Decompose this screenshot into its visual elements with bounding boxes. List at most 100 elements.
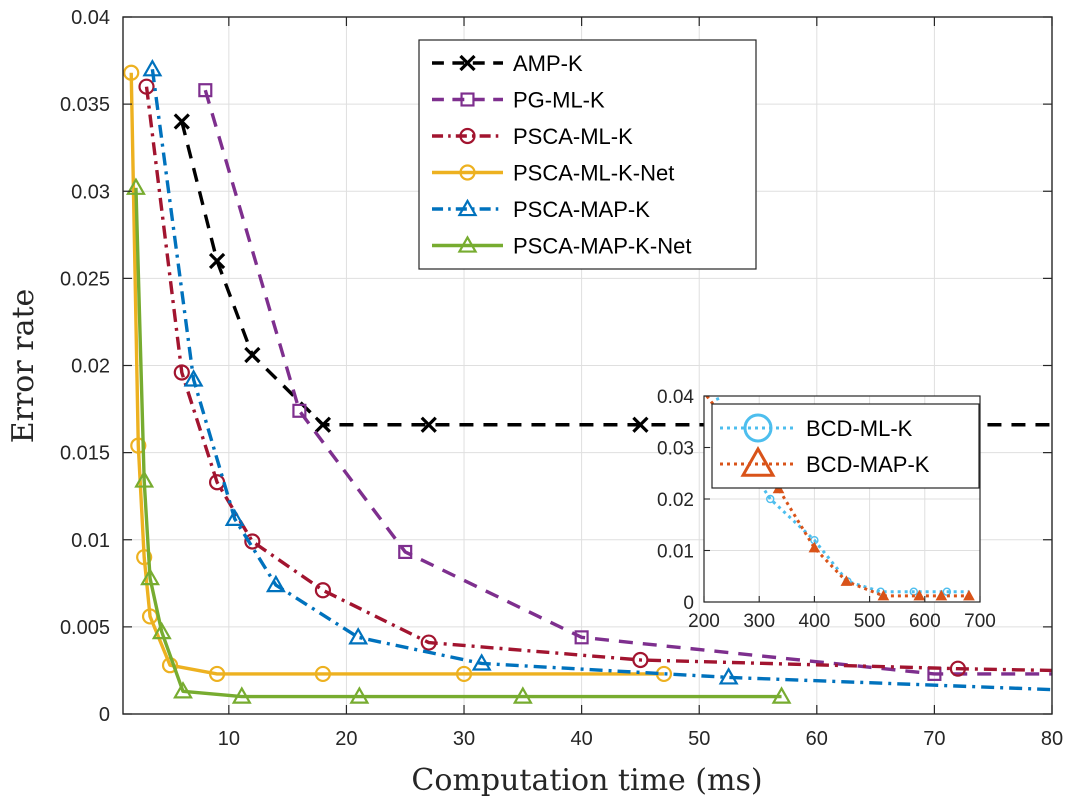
data-point-psca-map-k-net xyxy=(125,177,146,195)
data-point-psca-map-k xyxy=(142,59,163,77)
inset-x-tick-label: 200 xyxy=(688,611,720,632)
inset-legend-marker-bcd-map-k xyxy=(740,446,776,477)
inset-series xyxy=(705,396,975,601)
series-line-psca-map-k-net xyxy=(134,187,782,699)
data-point-psca-ml-k-net xyxy=(455,665,473,683)
data-point-psca-map-k-net xyxy=(512,686,533,704)
inset-x-tick-label: 700 xyxy=(964,611,996,632)
series-psca-ml-k-net xyxy=(123,64,673,683)
inset-x-tick-label: 300 xyxy=(743,611,775,632)
legend-label-pg-ml-k: PG-ML-K xyxy=(513,88,605,113)
inset-data-point-bcd-map-k xyxy=(840,575,853,586)
series-amp-k xyxy=(173,113,1052,433)
inset-legend-entry-bcd-map-k: BCD-MAP-K xyxy=(720,446,930,477)
data-point-pg-ml-k xyxy=(574,630,589,645)
inset-data-point-bcd-map-k xyxy=(963,589,975,601)
x-tick-label: 30 xyxy=(453,728,475,750)
data-point-psca-map-k xyxy=(718,667,739,685)
legend-entry-pg-ml-k: PG-ML-K xyxy=(432,88,605,113)
y-tick-label: 0.025 xyxy=(60,268,110,290)
y-tick-label: 0.04 xyxy=(71,7,110,29)
data-point-psca-ml-k xyxy=(314,582,332,599)
legend-marker-amp-k xyxy=(459,54,476,72)
inset-legend-entry-bcd-ml-k: BCD-ML-K xyxy=(720,413,913,443)
y-tick-label: 0 xyxy=(99,704,110,726)
data-point-pg-ml-k xyxy=(398,544,413,559)
data-point-psca-map-k-net xyxy=(771,686,792,704)
data-point-psca-ml-k xyxy=(173,364,190,381)
inset-y-tick-label: 0.04 xyxy=(657,387,694,408)
data-point-psca-ml-k xyxy=(244,533,261,550)
data-point-amp-k xyxy=(420,416,437,433)
main-legend-box xyxy=(418,39,757,270)
x-axis-title: Computation time (ms) xyxy=(411,763,762,798)
inset-y-tick-label: 0.03 xyxy=(657,439,694,460)
main-ticks: 10 20 30 40 50 60 70 80 0 0.005 0.01 0.015 0.02 0.025… xyxy=(60,7,1063,750)
inset-data-point-bcd-map-k xyxy=(808,541,821,553)
data-point-psca-map-k xyxy=(348,627,369,645)
data-point-amp-k xyxy=(314,416,332,433)
y-axis-title: Error rate xyxy=(6,289,41,444)
data-point-psca-map-k xyxy=(224,508,245,526)
data-point-psca-map-k xyxy=(471,653,492,671)
y-tick-label: 0.035 xyxy=(60,94,110,116)
inset-data-point-bcd-ml-k xyxy=(766,494,775,504)
data-point-psca-map-k-net xyxy=(349,686,370,704)
data-point-psca-ml-k xyxy=(138,78,155,95)
legend-entry-psca-ml-k: PSCA-ML-K xyxy=(432,124,633,149)
main-series xyxy=(123,59,1053,704)
legend-entry-psca-map-k: PSCA-MAP-K xyxy=(432,197,650,222)
legend-label-psca-map-k-net: PSCA-MAP-K-Net xyxy=(513,234,691,259)
data-point-psca-ml-k xyxy=(420,634,437,651)
y-tick-label: 0.005 xyxy=(60,617,110,639)
inset-ticks: 200 300 400 500 600 700 0 0.01 0.02 0.03 0.04 xyxy=(657,387,996,632)
data-point-psca-ml-k-net xyxy=(314,665,332,683)
data-point-pg-ml-k xyxy=(292,403,307,418)
data-point-pg-ml-k xyxy=(198,83,213,98)
inset-series-bcd-map-k xyxy=(705,396,975,601)
y-tick-label: 0.01 xyxy=(71,530,110,552)
x-tick-label: 50 xyxy=(688,728,710,750)
main-legend: AMP-K PG-ML-K PSCA-ML-K PSCA-ML-K-Net PSCA-M… xyxy=(418,39,757,270)
inset-y-tick-label: 0.02 xyxy=(657,490,694,511)
data-point-psca-ml-k xyxy=(949,660,967,677)
series-psca-map-k xyxy=(142,59,1053,692)
x-tick-label: 20 xyxy=(335,728,357,750)
legend-label-psca-ml-k: PSCA-ML-K xyxy=(513,124,633,149)
data-point-psca-map-k-net xyxy=(173,681,193,699)
legend-marker-psca-map-k-net xyxy=(457,235,478,253)
data-point-psca-ml-k-net xyxy=(123,64,140,81)
x-tick-label: 40 xyxy=(570,728,592,750)
inset-legend: BCD-ML-K BCD-MAP-K xyxy=(711,403,980,489)
legend-marker-psca-ml-k-net xyxy=(459,164,476,181)
inset-legend-label-bcd-ml-k: BCD-ML-K xyxy=(806,416,913,441)
legend-marker-pg-ml-k xyxy=(460,92,475,107)
legend-label-amp-k: AMP-K xyxy=(513,51,583,76)
inset-y-tick-label: 0 xyxy=(683,593,694,614)
data-point-psca-ml-k xyxy=(632,651,649,669)
series-psca-map-k-net xyxy=(125,177,792,704)
inset-data-point-bcd-ml-k xyxy=(942,587,952,596)
series-line-psca-ml-k-net xyxy=(129,72,664,676)
inset-x-tick-label: 400 xyxy=(799,611,831,632)
data-point-psca-ml-k-net xyxy=(136,549,153,566)
legend-entry-psca-ml-k-net: PSCA-ML-K-Net xyxy=(432,161,674,186)
x-tick-label: 80 xyxy=(1041,728,1063,750)
series-line-psca-map-k xyxy=(150,69,1053,692)
data-point-psca-map-k xyxy=(183,369,204,387)
y-tick-label: 0.03 xyxy=(71,181,110,203)
x-tick-label: 10 xyxy=(218,728,240,750)
data-point-psca-map-k xyxy=(265,574,286,593)
data-point-amp-k xyxy=(173,113,190,130)
data-point-psca-map-k-net xyxy=(151,621,172,640)
legend-label-psca-ml-k-net: PSCA-ML-K-Net xyxy=(513,161,674,186)
x-tick-label: 60 xyxy=(806,728,828,750)
x-tick-label: 70 xyxy=(923,728,945,750)
data-point-psca-map-k-net xyxy=(134,470,155,488)
data-point-psca-ml-k-net xyxy=(208,665,226,683)
inset-x-tick-label: 600 xyxy=(909,611,941,632)
data-point-psca-map-k-net xyxy=(140,567,160,586)
series-psca-ml-k xyxy=(138,78,1053,677)
y-tick-label: 0.015 xyxy=(60,443,110,465)
